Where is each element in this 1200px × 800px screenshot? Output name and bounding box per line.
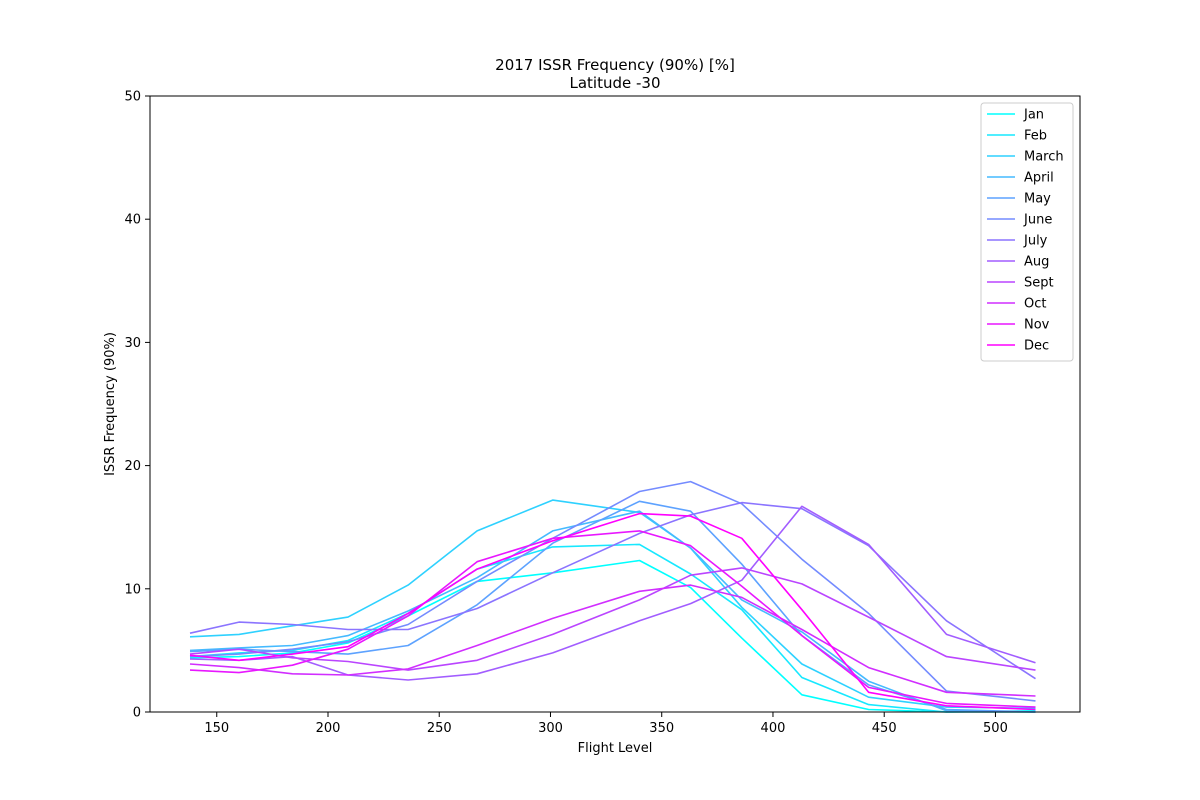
- chart-title: 2017 ISSR Frequency (90%) [%]: [495, 56, 735, 74]
- legend-label: June: [1023, 213, 1052, 228]
- series-line-sept: [189, 567, 1036, 671]
- series-line-march: [189, 499, 1036, 710]
- x-axis-label: Flight Level: [578, 741, 653, 756]
- legend-label: Dec: [1024, 339, 1049, 354]
- chart-subtitle: Latitude -30: [569, 74, 660, 92]
- y-tick-label: 20: [124, 459, 141, 474]
- y-tick-label: 50: [124, 90, 141, 105]
- series-line-april: [189, 510, 1036, 713]
- plot-area: [189, 480, 1036, 713]
- series-line-july: [189, 501, 1036, 680]
- legend-label: Jan: [1023, 108, 1044, 123]
- series-line-june: [189, 480, 1036, 702]
- series-line-oct: [189, 584, 1036, 697]
- legend-label: Sept: [1024, 276, 1054, 291]
- series-line-dec: [189, 512, 1036, 711]
- y-tick-label: 40: [124, 213, 141, 228]
- legend-label: Oct: [1024, 297, 1046, 312]
- y-tick-label: 10: [124, 582, 141, 597]
- legend-label: Aug: [1024, 255, 1049, 270]
- legend-label: March: [1024, 150, 1064, 165]
- legend-label: Feb: [1024, 129, 1047, 144]
- legend-label: April: [1024, 171, 1054, 186]
- series-line-may: [189, 500, 1036, 713]
- series-line-aug: [189, 505, 1036, 681]
- y-axis-label: ISSR Frequency (90%): [103, 332, 118, 476]
- axes-frame: [149, 95, 1081, 713]
- y-tick-label: 0: [133, 706, 141, 721]
- x-tick-label: 500: [983, 721, 1008, 736]
- legend-box: [980, 102, 1074, 362]
- legend: Jan Feb March April May June July Aug Sept Oct Nov…: [980, 102, 1074, 362]
- legend-label: May: [1024, 192, 1051, 207]
- x-tick-label: 250: [427, 721, 452, 736]
- axes: 150 200 250 300 350 400 450 500 0 10 20 30 40 50: [124, 90, 1081, 736]
- legend-label: Nov: [1024, 318, 1050, 333]
- legend-label: July: [1023, 234, 1048, 249]
- x-tick-label: 150: [204, 721, 229, 736]
- y-tick-label: 30: [124, 336, 141, 351]
- x-tick-label: 450: [872, 721, 897, 736]
- x-tick-label: 200: [316, 721, 341, 736]
- x-tick-label: 350: [649, 721, 674, 736]
- x-tick-label: 300: [538, 721, 563, 736]
- x-tick-label: 400: [761, 721, 786, 736]
